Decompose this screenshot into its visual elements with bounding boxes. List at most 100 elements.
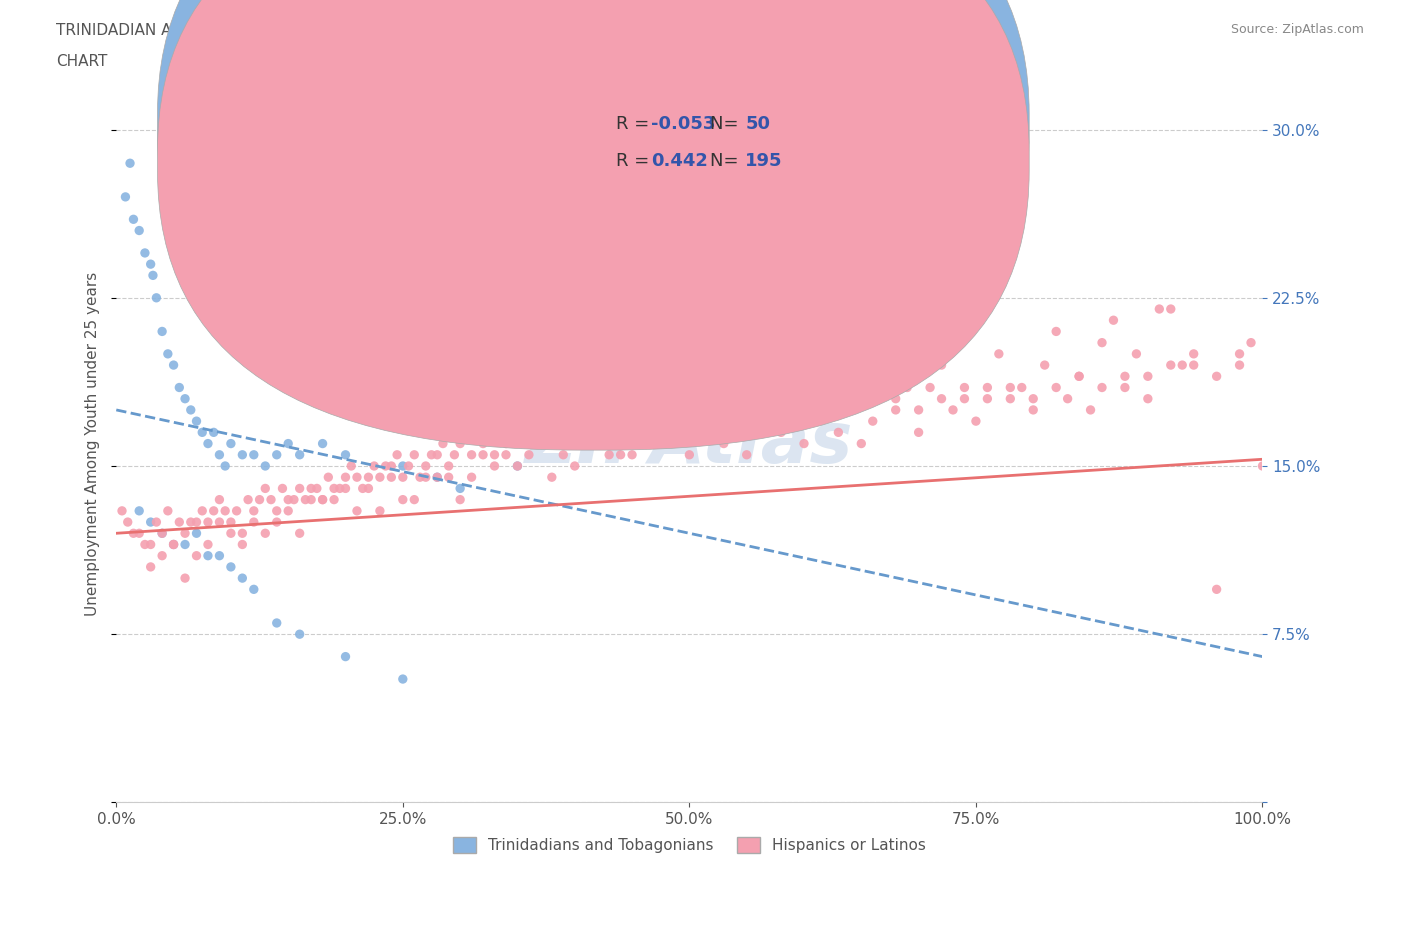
Point bbox=[335, 470, 357, 485]
Point bbox=[111, 503, 134, 518]
Point bbox=[299, 481, 322, 496]
Point bbox=[197, 537, 219, 551]
Point bbox=[953, 392, 976, 406]
Point bbox=[432, 436, 454, 451]
Point bbox=[633, 425, 655, 440]
Point bbox=[117, 514, 139, 529]
Point bbox=[426, 447, 449, 462]
Point bbox=[1080, 403, 1102, 418]
Point bbox=[197, 549, 219, 564]
Text: N=: N= bbox=[710, 114, 744, 133]
Point bbox=[409, 470, 432, 485]
Point bbox=[1114, 380, 1136, 395]
Point bbox=[1045, 324, 1067, 339]
Point bbox=[380, 458, 402, 473]
Point bbox=[644, 403, 666, 418]
Point bbox=[506, 458, 529, 473]
Point bbox=[150, 525, 173, 540]
Point bbox=[838, 403, 860, 418]
Point bbox=[529, 436, 551, 451]
Point bbox=[1251, 458, 1274, 473]
Point bbox=[426, 470, 449, 485]
Point bbox=[346, 503, 368, 518]
Point bbox=[231, 525, 253, 540]
Point bbox=[288, 525, 311, 540]
Point bbox=[1205, 582, 1227, 597]
Point bbox=[884, 403, 907, 418]
Point bbox=[987, 346, 1010, 361]
Point bbox=[1125, 346, 1147, 361]
Point bbox=[506, 458, 529, 473]
Point bbox=[398, 458, 420, 473]
Point bbox=[484, 425, 506, 440]
Point bbox=[815, 403, 838, 418]
Point bbox=[214, 503, 236, 518]
Point bbox=[277, 492, 299, 507]
Point bbox=[145, 514, 167, 529]
Point bbox=[495, 447, 517, 462]
Point bbox=[1067, 369, 1090, 384]
Point bbox=[920, 380, 942, 395]
Point bbox=[931, 358, 953, 373]
Point bbox=[346, 470, 368, 485]
Point bbox=[156, 503, 179, 518]
Point bbox=[311, 492, 333, 507]
Point bbox=[564, 458, 586, 473]
Point bbox=[260, 492, 283, 507]
Point bbox=[862, 414, 884, 429]
Point bbox=[965, 414, 987, 429]
Point bbox=[976, 380, 998, 395]
Point bbox=[139, 560, 162, 575]
Point bbox=[186, 514, 208, 529]
Point bbox=[1160, 301, 1182, 316]
Point bbox=[1229, 358, 1251, 373]
Point bbox=[380, 470, 402, 485]
Point bbox=[186, 414, 208, 429]
Point bbox=[249, 492, 271, 507]
Point bbox=[169, 514, 191, 529]
Point bbox=[139, 514, 162, 529]
Point bbox=[1022, 392, 1045, 406]
Point bbox=[1102, 312, 1125, 327]
Point bbox=[815, 380, 838, 395]
Point bbox=[724, 414, 747, 429]
Point bbox=[609, 436, 631, 451]
Point bbox=[208, 492, 231, 507]
Point bbox=[134, 246, 156, 260]
Point bbox=[299, 492, 322, 507]
Point bbox=[202, 425, 225, 440]
Point bbox=[156, 346, 179, 361]
Point bbox=[186, 549, 208, 564]
Point bbox=[666, 425, 689, 440]
Text: TRINIDADIAN AND TOBAGONIAN VS HISPANIC OR LATINO UNEMPLOYMENT AMONG YOUTH UNDER : TRINIDADIAN AND TOBAGONIAN VS HISPANIC O… bbox=[56, 23, 995, 38]
Point bbox=[460, 447, 482, 462]
Point bbox=[174, 392, 197, 406]
Point bbox=[942, 403, 965, 418]
Point bbox=[655, 436, 678, 451]
Point bbox=[586, 425, 609, 440]
Point bbox=[335, 447, 357, 462]
Point bbox=[139, 537, 162, 551]
Point bbox=[231, 447, 253, 462]
Point bbox=[1136, 369, 1159, 384]
Point bbox=[702, 414, 724, 429]
Point bbox=[128, 223, 150, 238]
Point bbox=[174, 537, 197, 551]
Point bbox=[142, 268, 165, 283]
Point bbox=[357, 414, 380, 429]
Point bbox=[896, 380, 918, 395]
Point bbox=[180, 403, 202, 418]
Point bbox=[540, 470, 562, 485]
Point bbox=[1000, 392, 1022, 406]
Point bbox=[770, 425, 793, 440]
Point bbox=[294, 492, 316, 507]
Point bbox=[134, 537, 156, 551]
Point bbox=[415, 470, 437, 485]
Point bbox=[323, 481, 346, 496]
Point bbox=[128, 525, 150, 540]
Point bbox=[633, 414, 655, 429]
Point bbox=[374, 458, 396, 473]
Point bbox=[243, 503, 266, 518]
Text: 195: 195 bbox=[745, 152, 783, 170]
Point bbox=[169, 380, 191, 395]
